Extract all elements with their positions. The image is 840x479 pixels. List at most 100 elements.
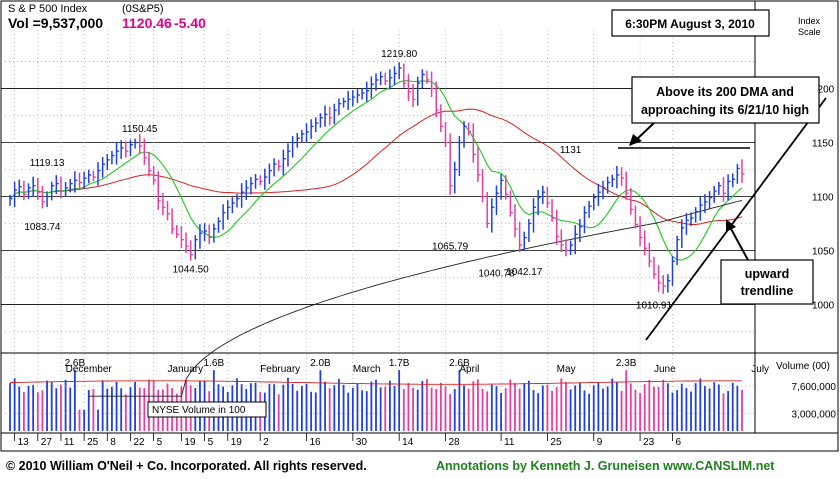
y-axis: 1000 1050 1100 1150 1200 bbox=[812, 85, 835, 312]
volume-peak-label: 2.6B bbox=[449, 358, 470, 369]
price-label: 1119.13 bbox=[30, 158, 65, 169]
price-bar bbox=[273, 158, 277, 177]
price-bar bbox=[310, 119, 314, 139]
price-bar bbox=[291, 136, 296, 158]
price-bar bbox=[199, 224, 203, 249]
price-bar bbox=[662, 275, 666, 294]
price-label: 1150.45 bbox=[122, 124, 158, 135]
price-bar bbox=[430, 71, 435, 97]
trend-note-box bbox=[720, 259, 814, 305]
price-bar bbox=[537, 189, 541, 216]
price-bar bbox=[495, 185, 499, 216]
price-bar bbox=[27, 183, 32, 199]
price-bar bbox=[560, 229, 564, 253]
trend-arrow-head bbox=[726, 219, 736, 232]
dma-note-line2: approaching its 6/21/10 high bbox=[641, 103, 809, 117]
price-bar bbox=[115, 142, 120, 165]
day-label: 2 bbox=[263, 437, 269, 448]
grid bbox=[1, 30, 755, 433]
price-label: 1083.74 bbox=[24, 222, 61, 233]
price-bar bbox=[676, 235, 680, 266]
price-bar bbox=[736, 163, 740, 184]
price-bar bbox=[176, 224, 180, 239]
price-bar bbox=[370, 76, 374, 99]
day-label: 22 bbox=[133, 437, 145, 448]
price-bar bbox=[486, 191, 490, 229]
month-label: March bbox=[353, 364, 381, 375]
price-bar bbox=[301, 130, 305, 143]
price-bar bbox=[217, 217, 221, 233]
day-label: 16 bbox=[310, 437, 322, 448]
price-bar bbox=[83, 171, 87, 189]
price-bars bbox=[9, 62, 745, 294]
price-bar bbox=[542, 185, 546, 205]
price-bar bbox=[597, 183, 601, 206]
price-bar bbox=[472, 123, 476, 163]
trend-note-line2: trendline bbox=[741, 284, 794, 298]
price-bar bbox=[588, 201, 592, 218]
price-label: 1131 bbox=[560, 145, 582, 156]
price-bar bbox=[708, 191, 713, 209]
price-bar bbox=[296, 133, 300, 148]
price-bar bbox=[138, 134, 143, 155]
volume-tick-label: 7,600,000 bbox=[792, 382, 837, 393]
price-bar bbox=[477, 147, 481, 183]
price-bar bbox=[259, 175, 263, 186]
price-bar bbox=[226, 200, 231, 220]
dma-note-box bbox=[631, 76, 820, 124]
price-bar bbox=[555, 209, 560, 245]
price-bar bbox=[412, 84, 416, 108]
price-bar bbox=[667, 274, 671, 293]
day-label: 11 bbox=[504, 437, 515, 448]
day-label: 27 bbox=[41, 437, 53, 448]
price-bar bbox=[125, 141, 129, 158]
price-bar bbox=[13, 181, 18, 208]
day-label: 14 bbox=[402, 437, 414, 448]
price-bar bbox=[250, 177, 254, 195]
price-bar bbox=[277, 159, 282, 171]
price-bar bbox=[268, 163, 272, 185]
price-bar bbox=[152, 166, 157, 185]
price-bar bbox=[685, 213, 689, 235]
price-bar bbox=[699, 196, 703, 221]
price-label: 1042.17 bbox=[506, 267, 543, 278]
price-bar bbox=[704, 194, 708, 213]
day-label: 6 bbox=[676, 437, 682, 448]
price-bar bbox=[551, 199, 555, 222]
volume-tick-label: 3,000,000 bbox=[792, 409, 837, 420]
price-bar bbox=[528, 218, 532, 243]
price-bar bbox=[727, 174, 731, 201]
volume-axis: 7,600,000 3,000,000 bbox=[1, 382, 836, 420]
price-bar bbox=[32, 176, 36, 197]
price-bar bbox=[111, 150, 115, 165]
price-bar bbox=[64, 182, 69, 197]
price-bar bbox=[222, 204, 226, 230]
price-bar bbox=[120, 140, 124, 159]
price-bar bbox=[347, 90, 351, 110]
y-tick-label: 1150 bbox=[812, 139, 834, 150]
price-bar bbox=[440, 104, 444, 133]
price-bar bbox=[653, 256, 657, 279]
timestamp-box bbox=[611, 9, 770, 37]
price-bar bbox=[630, 188, 634, 215]
day-label: 25 bbox=[550, 437, 562, 448]
price-bar bbox=[458, 136, 462, 176]
price-bar bbox=[129, 139, 133, 157]
price-bar bbox=[333, 103, 337, 125]
y-tick-label: 1200 bbox=[812, 85, 835, 96]
price-bar bbox=[481, 169, 486, 203]
price-bar bbox=[611, 174, 615, 188]
price-bar bbox=[602, 180, 606, 200]
day-label: 23 bbox=[643, 437, 655, 448]
price-bar bbox=[398, 62, 402, 80]
volume-peak-label: 2.3B bbox=[616, 358, 637, 369]
price-bar bbox=[379, 71, 384, 86]
price-bar bbox=[731, 173, 736, 188]
price-bar bbox=[574, 225, 578, 255]
price-bar bbox=[55, 175, 59, 195]
price-bar bbox=[319, 113, 323, 128]
price-bar bbox=[523, 231, 527, 251]
month-label: January bbox=[168, 364, 204, 375]
price-bar bbox=[305, 123, 310, 143]
price-bar bbox=[9, 194, 13, 206]
